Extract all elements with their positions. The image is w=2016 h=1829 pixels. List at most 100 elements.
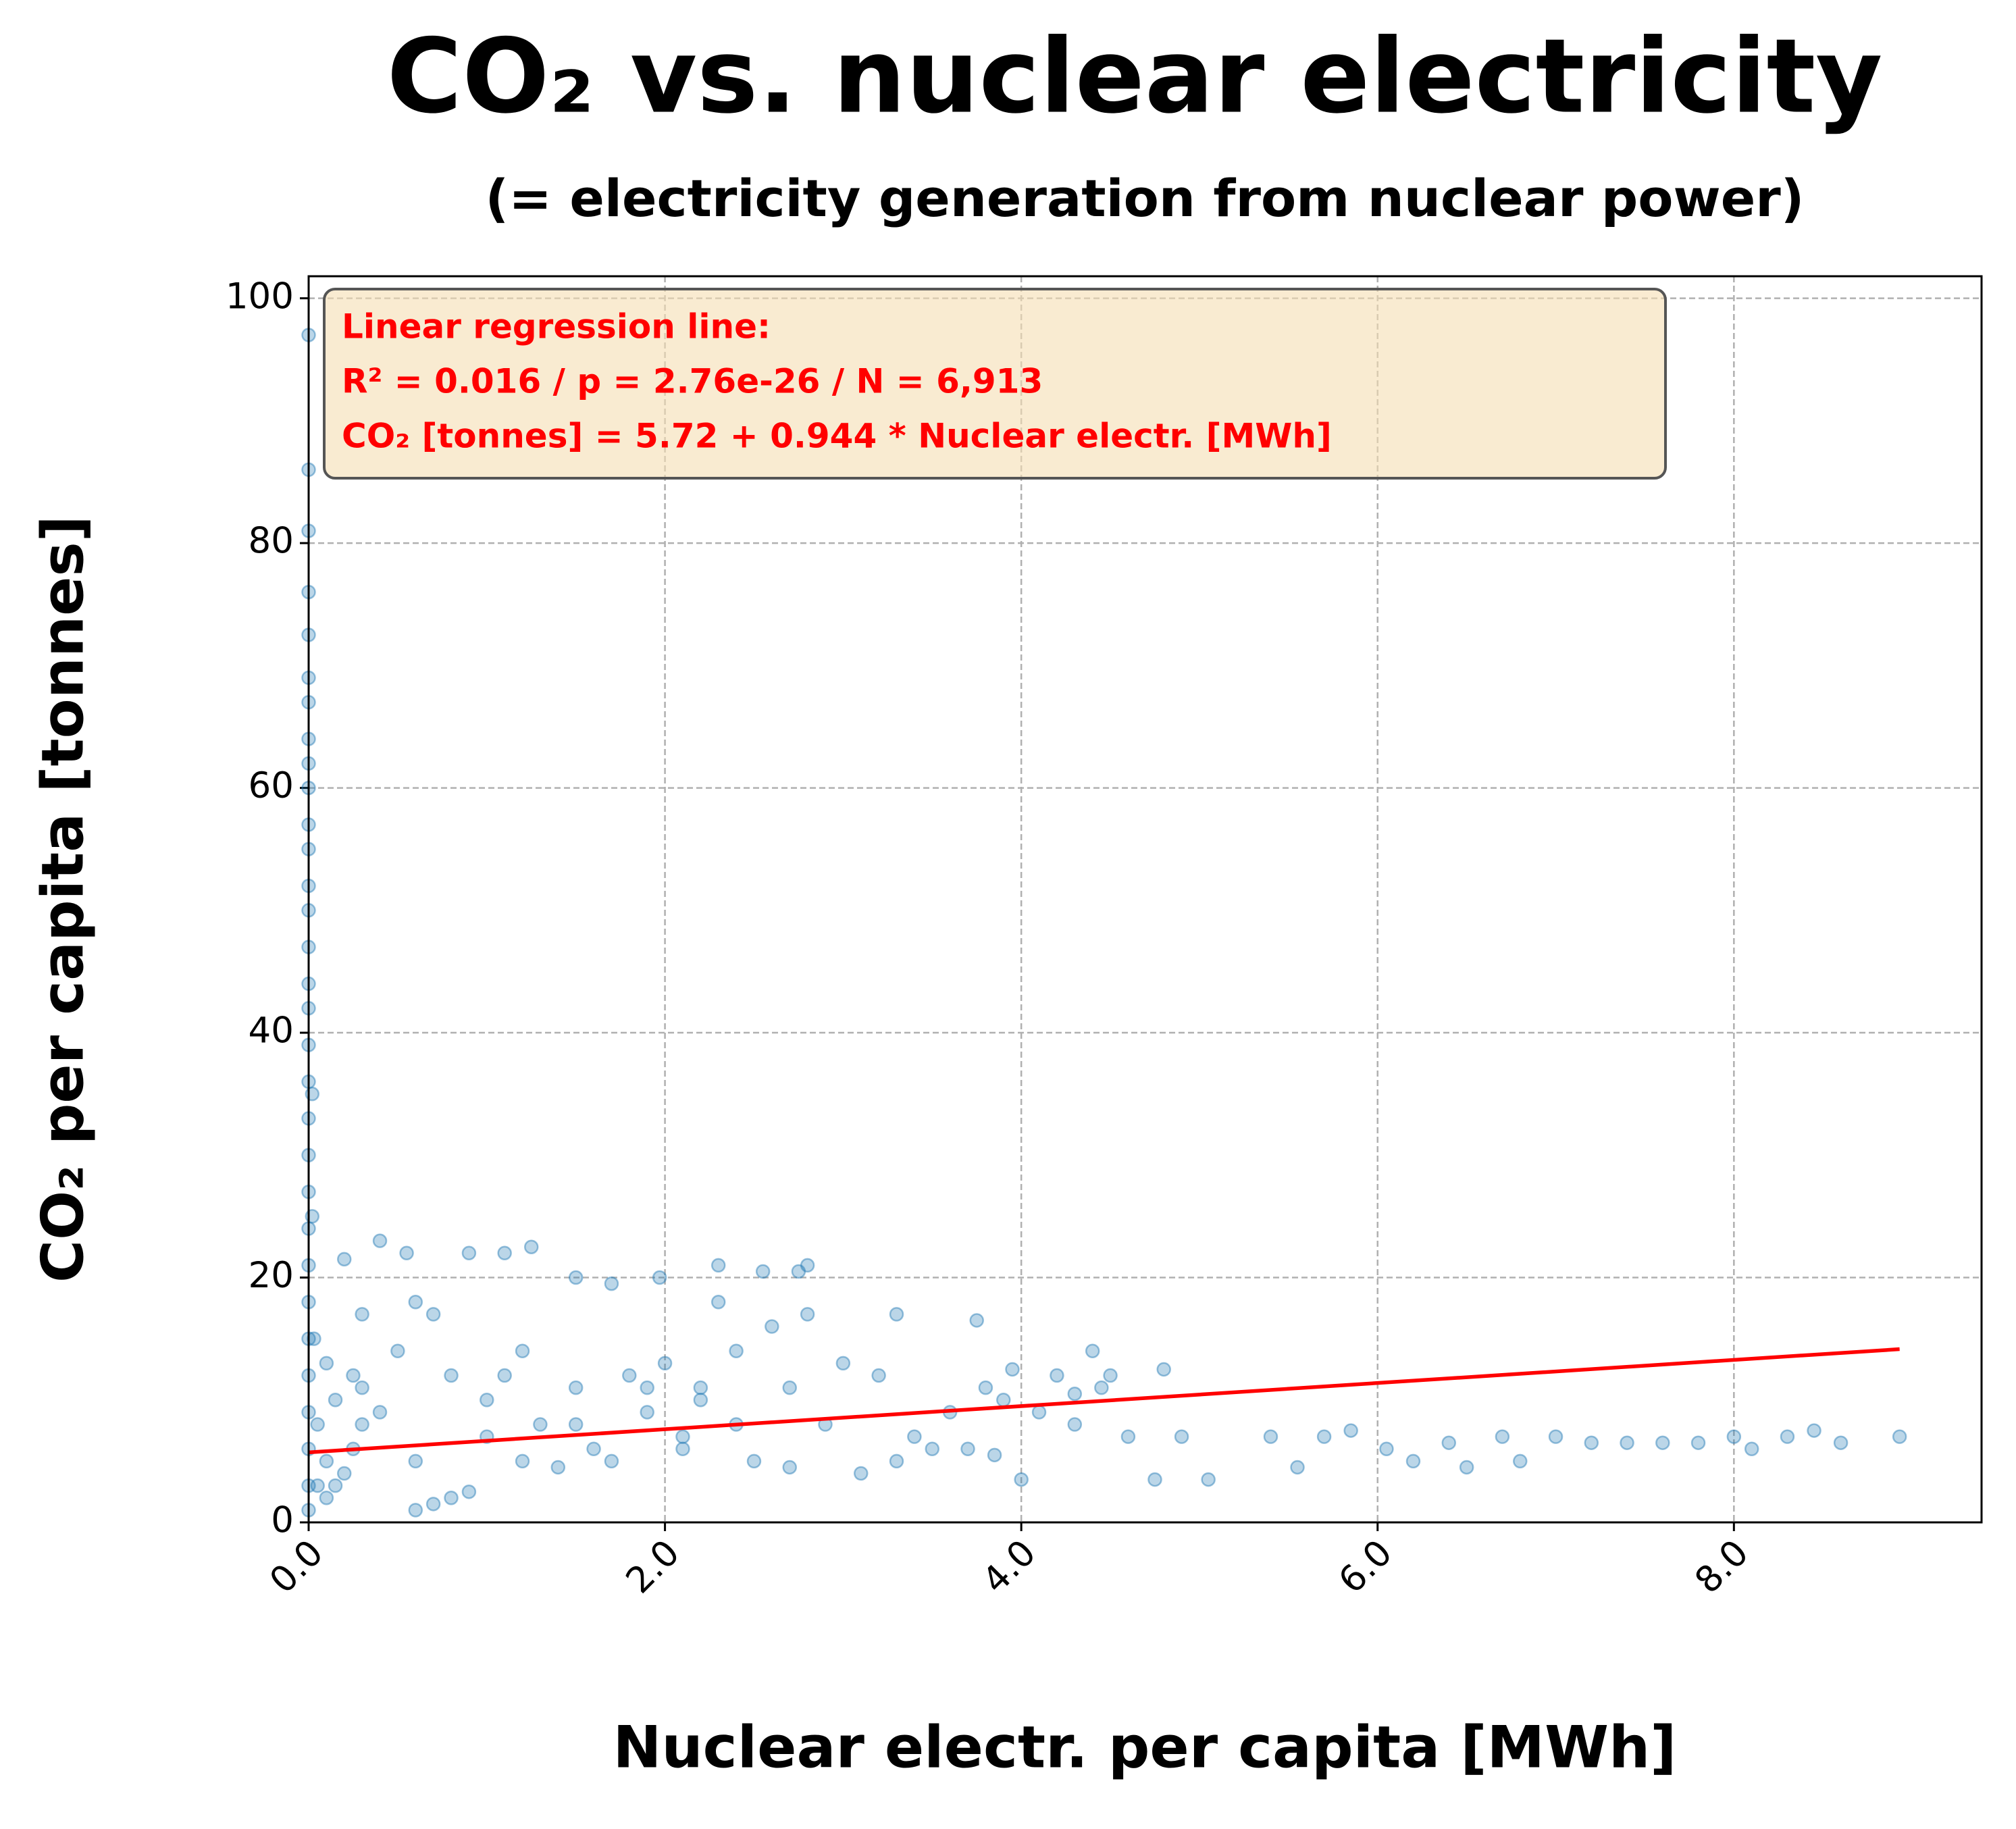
scatter-point bbox=[515, 1343, 530, 1359]
scatter-point bbox=[444, 1368, 459, 1383]
scatter-point bbox=[693, 1380, 708, 1395]
scatter-point bbox=[604, 1276, 619, 1291]
scatter-point bbox=[497, 1368, 512, 1383]
scatter-point bbox=[996, 1393, 1011, 1408]
scatter-point bbox=[1120, 1429, 1136, 1444]
scatter-point bbox=[800, 1307, 815, 1322]
scatter-point bbox=[1459, 1460, 1474, 1475]
scatter-point bbox=[310, 1478, 325, 1493]
scatter-point bbox=[533, 1417, 548, 1432]
scatter-point bbox=[782, 1460, 797, 1475]
scatter-point bbox=[408, 1453, 423, 1469]
scatter-point bbox=[568, 1380, 584, 1395]
scatter-point bbox=[1833, 1435, 1849, 1450]
scatter-point bbox=[1094, 1380, 1109, 1395]
plot-frame bbox=[307, 275, 1983, 1524]
y-tick-label: 20 bbox=[249, 1255, 294, 1296]
scatter-point bbox=[319, 1356, 334, 1371]
scatter-point bbox=[425, 1307, 441, 1322]
scatter-point bbox=[1031, 1405, 1047, 1420]
scatter-point bbox=[604, 1453, 619, 1469]
annotation-text: R² = 0.016 / p = 2.76e-26 / N = 6,913 bbox=[342, 362, 1043, 401]
x-tick-label: 6.0 bbox=[1331, 1532, 1401, 1601]
scatter-point bbox=[337, 1252, 352, 1267]
scatter-point bbox=[497, 1245, 512, 1261]
scatter-point bbox=[461, 1484, 477, 1499]
x-tick-label: 4.0 bbox=[975, 1532, 1044, 1601]
scatter-point bbox=[978, 1380, 993, 1395]
x-tick-label: 2.0 bbox=[618, 1532, 688, 1601]
x-axis-label: Nuclear electr. per capita [MWh] bbox=[613, 1714, 1676, 1781]
scatter-point bbox=[1263, 1429, 1278, 1444]
regression-line bbox=[308, 1347, 1900, 1455]
scatter-point bbox=[399, 1245, 414, 1261]
scatter-point bbox=[319, 1453, 334, 1469]
scatter-point bbox=[1156, 1362, 1171, 1377]
scatter-point bbox=[710, 1295, 726, 1310]
scatter-point bbox=[1807, 1423, 1821, 1438]
scatter-point bbox=[782, 1380, 797, 1395]
scatter-point bbox=[1892, 1429, 1907, 1444]
scatter-point bbox=[1405, 1453, 1421, 1469]
scatter-point bbox=[408, 1503, 423, 1518]
scatter-point bbox=[1174, 1429, 1189, 1444]
scatter-point bbox=[1744, 1441, 1759, 1457]
y-tick-label: 0 bbox=[271, 1500, 294, 1541]
scatter-point bbox=[1316, 1429, 1332, 1444]
scatter-point bbox=[1655, 1435, 1670, 1450]
scatter-point bbox=[1620, 1435, 1634, 1450]
scatter-point bbox=[355, 1307, 369, 1322]
scatter-point bbox=[657, 1356, 673, 1371]
scatter-point bbox=[1379, 1441, 1394, 1457]
scatter-point bbox=[675, 1441, 690, 1457]
scatter-point bbox=[568, 1270, 584, 1285]
scatter-point bbox=[586, 1441, 601, 1457]
scatter-point bbox=[372, 1405, 388, 1420]
scatter-point bbox=[854, 1466, 869, 1481]
scatter-point bbox=[1005, 1362, 1020, 1377]
scatter-point bbox=[568, 1417, 584, 1432]
chart-title: CO₂ vs. nuclear electricity bbox=[387, 17, 1883, 136]
scatter-point bbox=[425, 1497, 441, 1512]
scatter-point bbox=[1513, 1453, 1528, 1469]
scatter-point bbox=[889, 1307, 904, 1322]
annotation-text: Linear regression line: bbox=[342, 307, 771, 346]
scatter-point bbox=[328, 1478, 343, 1493]
scatter-point bbox=[907, 1429, 922, 1444]
scatter-point bbox=[710, 1258, 726, 1273]
scatter-point bbox=[1690, 1435, 1706, 1450]
scatter-point bbox=[871, 1368, 886, 1383]
scatter-point bbox=[987, 1447, 1002, 1463]
scatter-point bbox=[307, 1331, 321, 1346]
annotation-box bbox=[323, 288, 1667, 480]
x-tick-label: 0.0 bbox=[262, 1532, 332, 1601]
scatter-point bbox=[550, 1460, 566, 1475]
scatter-point bbox=[1495, 1429, 1510, 1444]
scatter-point bbox=[1343, 1423, 1358, 1438]
y-tick-label: 100 bbox=[226, 276, 294, 317]
scatter-point bbox=[355, 1417, 369, 1432]
y-tick-label: 60 bbox=[249, 765, 294, 806]
scatter-point bbox=[889, 1453, 904, 1469]
scatter-point bbox=[319, 1491, 334, 1505]
y-axis-label: CO₂ per capita [tonnes] bbox=[29, 515, 97, 1283]
scatter-point bbox=[1147, 1472, 1162, 1487]
scatter-point bbox=[328, 1393, 343, 1408]
scatter-point bbox=[480, 1393, 494, 1408]
scatter-point bbox=[523, 1239, 539, 1254]
scatter-point bbox=[408, 1295, 423, 1310]
scatter-point bbox=[675, 1429, 690, 1444]
scatter-point bbox=[1726, 1429, 1742, 1444]
scatter-point bbox=[765, 1319, 779, 1334]
scatter-point bbox=[1103, 1368, 1118, 1383]
scatter-point bbox=[337, 1466, 352, 1481]
scatter-point bbox=[1548, 1429, 1563, 1444]
scatter-point bbox=[515, 1453, 530, 1469]
scatter-point bbox=[1584, 1435, 1599, 1450]
scatter-point bbox=[925, 1441, 940, 1457]
scatter-point bbox=[746, 1453, 762, 1469]
scatter-point bbox=[755, 1264, 771, 1279]
scatter-point bbox=[791, 1264, 806, 1279]
annotation-text: CO₂ [tonnes] = 5.72 + 0.944 * Nuclear el… bbox=[342, 417, 1332, 456]
scatter-point bbox=[1441, 1435, 1457, 1450]
